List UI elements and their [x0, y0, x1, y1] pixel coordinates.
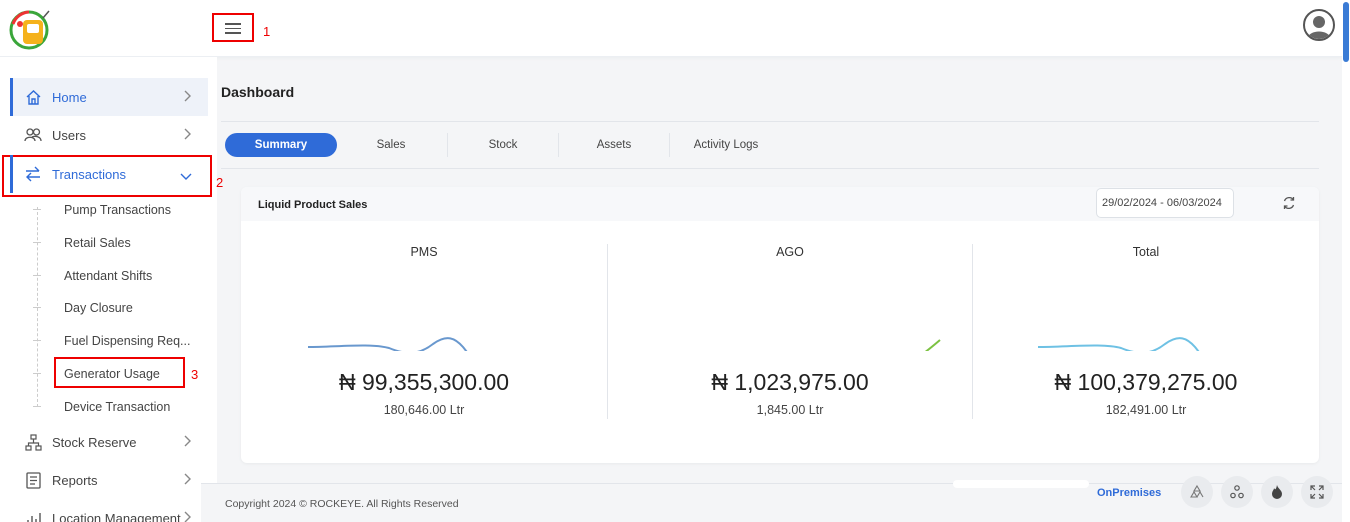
- chevron-right-icon: [184, 90, 192, 105]
- sidebar-item-home[interactable]: Home: [10, 78, 208, 116]
- sidebar: Home Users Transactions 2 Pump Transacti…: [0, 57, 223, 522]
- tab-activity-logs[interactable]: Activity Logs: [693, 139, 759, 151]
- deployment-mode-label: OnPremises: [1097, 487, 1162, 499]
- chevron-down-icon: [180, 169, 192, 184]
- users-icon: [24, 126, 42, 144]
- refresh-icon[interactable]: [1280, 194, 1298, 212]
- chevron-right-icon: [184, 473, 192, 488]
- tab-separator: [558, 133, 559, 157]
- product-label: AGO: [776, 245, 804, 259]
- sitemap-icon: [24, 433, 42, 451]
- tab-stock[interactable]: Stock: [488, 139, 518, 151]
- submenu-dash: [33, 373, 41, 374]
- date-range-input[interactable]: 29/02/2024 - 06/03/2024: [1096, 188, 1234, 218]
- product-quantity: 182,491.00 Ltr: [1105, 403, 1187, 417]
- partial-card-edge: [953, 480, 1089, 488]
- tab-summary[interactable]: Summary: [225, 133, 337, 157]
- tab-sales[interactable]: Sales: [376, 139, 406, 151]
- column-separator: [607, 244, 608, 419]
- card-header: Liquid Product Sales 29/02/2024 - 06/03/…: [241, 187, 1319, 221]
- annotation-box-transactions: [2, 155, 212, 197]
- sidebar-subitem-pump-transactions[interactable]: Pump Transactions: [64, 203, 171, 217]
- recycle-icon[interactable]: [1181, 476, 1213, 508]
- network-icon[interactable]: [1221, 476, 1253, 508]
- footer: Copyright 2024 © ROCKEYE. All Rights Res…: [201, 476, 1342, 522]
- divider: [221, 168, 1319, 169]
- tab-separator: [447, 133, 448, 157]
- sidebar-subitem-retail-sales[interactable]: Retail Sales: [64, 236, 131, 250]
- sidebar-item-stock-reserve[interactable]: Stock Reserve: [10, 423, 208, 461]
- fullscreen-icon[interactable]: [1301, 476, 1333, 508]
- submenu-dash: [33, 340, 41, 341]
- page-title: Dashboard: [221, 84, 295, 100]
- submenu-dash: [33, 275, 41, 276]
- sidebar-item-label: Stock Reserve: [52, 434, 137, 450]
- chevron-right-icon: [184, 435, 192, 450]
- sidebar-item-reports[interactable]: Reports: [10, 461, 208, 499]
- annotation-2: 2: [216, 175, 224, 190]
- sidebar-item-label: Reports: [52, 472, 98, 488]
- annotation-3: 3: [191, 367, 199, 382]
- scrollbar-thumb[interactable]: [1343, 2, 1349, 62]
- home-icon: [24, 88, 42, 106]
- sidebar-subitem-attendant-shifts[interactable]: Attendant Shifts: [64, 269, 153, 283]
- ago-sparkline: [925, 339, 941, 351]
- submenu-dash: [33, 242, 41, 243]
- sidebar-item-label: Home: [52, 89, 87, 105]
- sidebar-item-location-management[interactable]: Location Management: [10, 499, 208, 522]
- column-separator: [972, 244, 973, 419]
- product-label: PMS: [410, 245, 438, 259]
- sidebar-item-transactions[interactable]: Transactions: [10, 155, 208, 193]
- sidebar-subitem-day-closure[interactable]: Day Closure: [64, 301, 133, 315]
- submenu-dash: [33, 209, 41, 210]
- product-amount: ₦ 1,023,975.00: [711, 369, 869, 395]
- sidebar-item-label: Transactions: [52, 166, 126, 182]
- app-logo[interactable]: [9, 8, 51, 50]
- product-quantity: 1,845.00 Ltr: [756, 403, 824, 417]
- liquid-product-sales-card: Liquid Product Sales 29/02/2024 - 06/03/…: [241, 187, 1319, 463]
- hamburger-menu-button[interactable]: [212, 13, 254, 42]
- sidebar-subitem-generator-usage[interactable]: Generator Usage: [64, 367, 160, 381]
- card-title: Liquid Product Sales: [258, 199, 368, 211]
- annotation-1: 1: [263, 24, 271, 39]
- chart-icon: [24, 509, 42, 522]
- report-icon: [24, 471, 42, 489]
- transfer-arrows-icon: [24, 165, 42, 183]
- chevron-right-icon: [184, 128, 192, 143]
- sidebar-item-label: Users: [52, 127, 86, 143]
- product-amount: ₦ 99,355,300.00: [338, 369, 510, 395]
- sidebar-item-label: Location Management: [52, 510, 181, 522]
- sidebar-subitem-device-transaction[interactable]: Device Transaction: [64, 400, 171, 414]
- annotation-box-generator-usage: [54, 357, 185, 388]
- product-amount: ₦ 100,379,275.00: [1054, 369, 1238, 395]
- total-sparkline: [1037, 337, 1200, 351]
- product-column-ago: AGO ₦ 1,023,975.00 1,845.00 Ltr: [607, 221, 973, 463]
- product-column-total: Total ₦ 100,379,275.00 182,491.00 Ltr: [963, 221, 1329, 463]
- product-quantity: 180,646.00 Ltr: [383, 403, 465, 417]
- page-scrollbar[interactable]: [1342, 0, 1350, 522]
- fire-icon[interactable]: [1261, 476, 1293, 508]
- product-label: Total: [1132, 245, 1160, 259]
- tab-assets[interactable]: Assets: [596, 139, 632, 151]
- divider: [221, 121, 1319, 122]
- user-avatar[interactable]: [1303, 9, 1335, 41]
- sidebar-subitem-fuel-dispensing[interactable]: Fuel Dispensing Req...: [64, 334, 191, 348]
- product-column-pms: PMS ₦ 99,355,300.00 180,646.00 Ltr: [241, 221, 607, 463]
- submenu-dash: [33, 406, 41, 407]
- copyright-text: Copyright 2024 © ROCKEYE. All Rights Res…: [225, 498, 459, 510]
- tab-separator: [669, 133, 670, 157]
- top-bar: 1: [0, 0, 1342, 57]
- pms-sparkline: [307, 337, 468, 351]
- submenu-dash: [33, 307, 41, 308]
- chevron-right-icon: [184, 511, 192, 522]
- sidebar-item-users[interactable]: Users: [10, 116, 208, 154]
